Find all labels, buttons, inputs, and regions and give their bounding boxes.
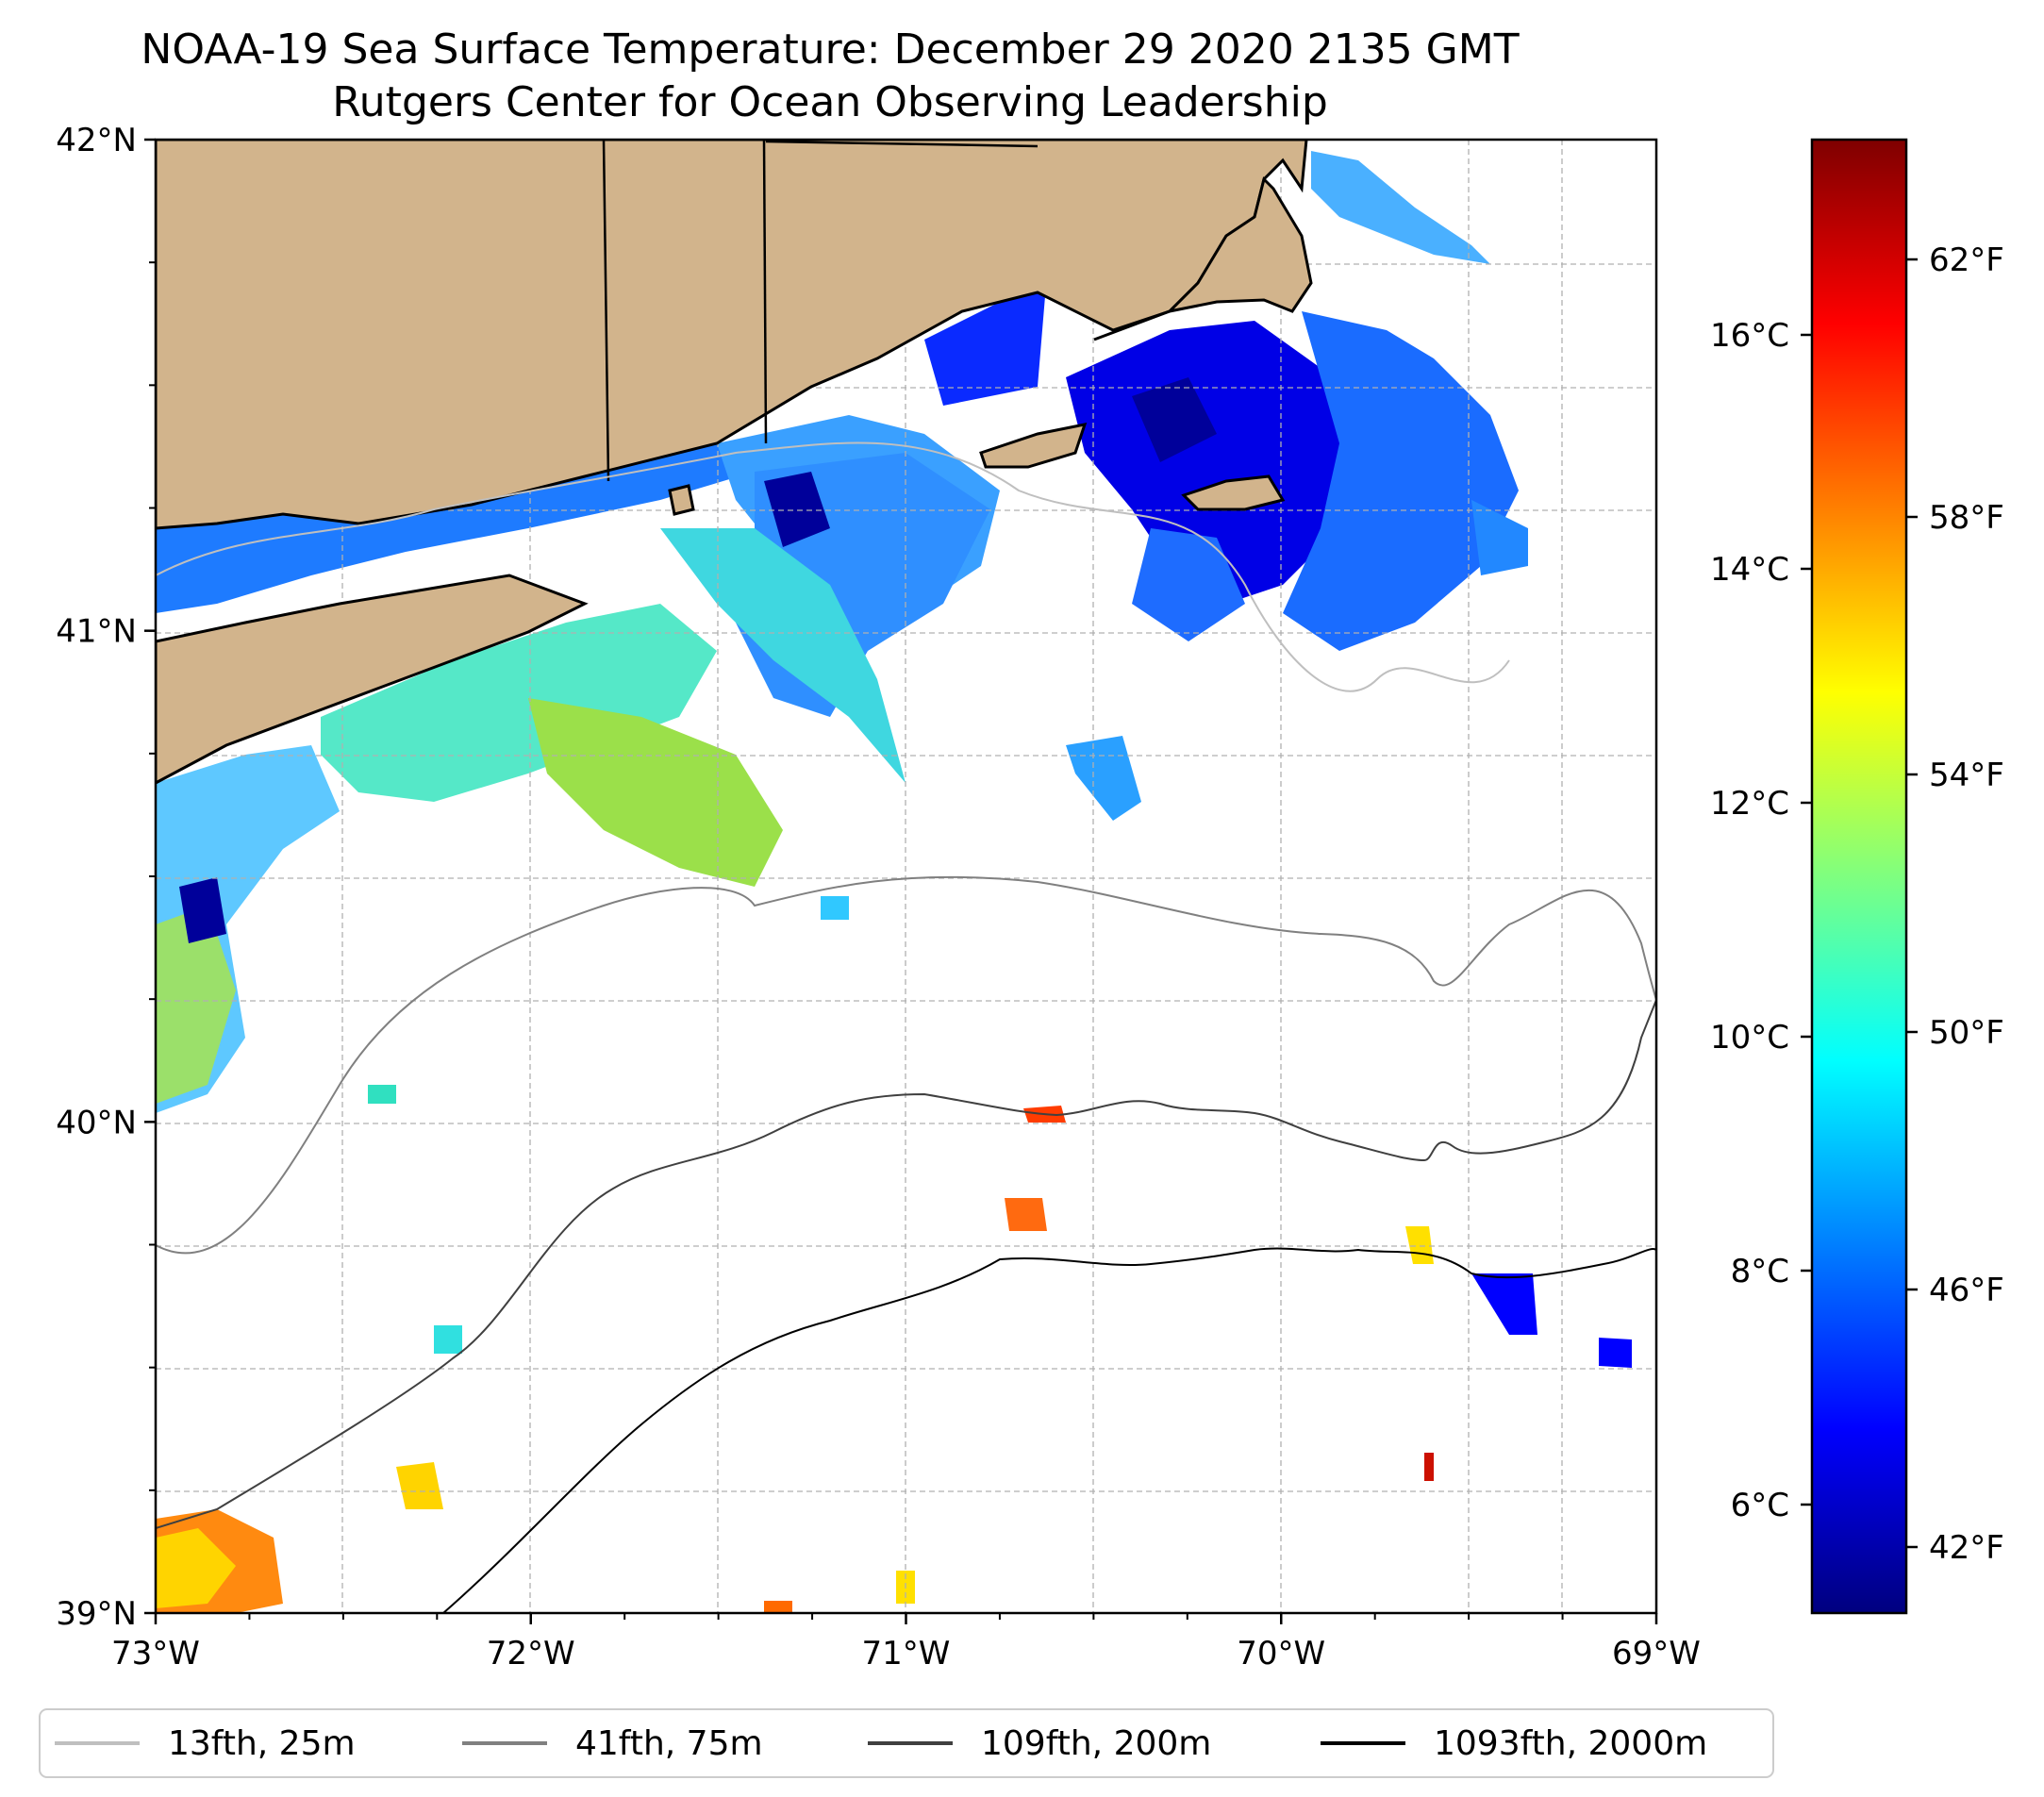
colorbar-celsius-labels: 16°C 14°C 12°C 10°C 8°C 6°C xyxy=(1710,317,1812,1524)
legend-label: 1093fth, 2000m xyxy=(1434,1724,1707,1763)
colorbar-f-label: 62°F xyxy=(1929,241,2004,279)
sst-patch-orange-1 xyxy=(764,1601,792,1613)
contour-legend: 13fth, 25m 41fth, 75m 109fth, 200m 1093fth,… xyxy=(39,1708,1774,1778)
land-cape-cod xyxy=(1093,176,1313,341)
state-borders xyxy=(602,139,1039,482)
x-tick-label: 72°W xyxy=(487,1635,575,1672)
colorbar-f-label: 46°F xyxy=(1929,1272,2004,1309)
contour-25m xyxy=(156,441,1510,692)
legend-label: 109fth, 200m xyxy=(981,1724,1211,1763)
colorbar-c-label: 14°C xyxy=(1710,551,1789,589)
legend-label: 41fth, 75m xyxy=(575,1724,763,1763)
border-ct-ri xyxy=(762,139,768,444)
sst-patch-dark-1 xyxy=(764,472,830,547)
colorbar-c-label: 16°C xyxy=(1710,317,1789,355)
sst-patch-nj-green xyxy=(156,906,236,1104)
sst-patch-cyan-1 xyxy=(434,1325,462,1354)
x-axis-ticks: 73°W 72°W 71°W 70°W 69°W xyxy=(111,1613,1701,1672)
y-tick-label: 41°N xyxy=(56,613,137,651)
sst-patch-offshore-green xyxy=(528,698,783,887)
y-tick-label: 39°N xyxy=(56,1595,137,1633)
colorbar-fahrenheit-labels: 62°F 58°F 54°F 50°F 46°F 42°F xyxy=(1906,241,2004,1567)
border-ny-ct xyxy=(602,139,610,482)
land-block-island xyxy=(668,484,695,516)
sst-patch-red-1 xyxy=(1424,1453,1434,1481)
y-tick-label: 40°N xyxy=(56,1104,137,1141)
contour-200m xyxy=(156,999,1656,1529)
x-tick-label: 69°W xyxy=(1612,1635,1701,1672)
land-martha-vineyard xyxy=(979,423,1088,469)
sst-patch-li-sound xyxy=(156,443,755,613)
border-ma-ri xyxy=(765,140,1039,148)
land-new-england xyxy=(156,140,1308,530)
sst-patch-dark-2 xyxy=(1132,377,1217,462)
map-plot: 73°W 72°W 71°W 70°W 69°W 42°N 41°N 40°N 39°N xyxy=(56,122,1701,1672)
colorbar: 16°C 14°C 12°C 10°C 8°C 6°C 62°F 58°F 54°F 50°F 4… xyxy=(1710,138,2004,1615)
sst-patch-south-li xyxy=(321,604,717,802)
land xyxy=(156,140,1313,785)
sst-patch-warm-2 xyxy=(1005,1198,1047,1231)
colorbar-f-label: 54°F xyxy=(1929,757,2004,794)
bathymetry-contours xyxy=(156,441,1656,1613)
sst-patch-cape-ann-stripe xyxy=(660,528,906,783)
sst-patch-georges-blue xyxy=(1283,311,1519,651)
x-tick-label: 70°W xyxy=(1237,1635,1325,1672)
colorbar-f-label: 42°F xyxy=(1929,1529,2004,1567)
legend-label: 13fth, 25m xyxy=(168,1724,356,1763)
colorbar-c-label: 8°C xyxy=(1731,1253,1789,1290)
land-long-island xyxy=(156,574,589,785)
sst-patch-yellow-2 xyxy=(396,1462,443,1509)
sst-patch-ne-blue xyxy=(1471,500,1528,575)
sst-patch-blue-1 xyxy=(1471,1273,1537,1335)
colorbar-c-label: 10°C xyxy=(1710,1019,1789,1057)
land-nantucket xyxy=(1181,474,1286,511)
sst-patch-cyan-3 xyxy=(821,896,849,920)
colorbar-gradient xyxy=(1810,138,1908,1615)
contour-2000m xyxy=(442,1247,1656,1613)
colorbar-f-label: 58°F xyxy=(1929,499,2004,537)
map-title: NOAA-19 Sea Surface Temperature: Decembe… xyxy=(141,25,1520,74)
sst-patch-gulf-maine xyxy=(1311,151,1509,283)
sst-patch-cyan-2 xyxy=(368,1085,396,1104)
x-tick-label: 71°W xyxy=(862,1635,951,1672)
sst-patch-blue-2 xyxy=(1599,1338,1632,1368)
colorbar-c-label: 12°C xyxy=(1710,785,1789,823)
sst-patch-dark-3 xyxy=(179,877,226,943)
sst-patch-buzzards xyxy=(924,274,1047,406)
sst-patch-nantucket-sound xyxy=(1066,321,1358,604)
y-tick-label: 42°N xyxy=(56,122,137,159)
y-axis-ticks: 42°N 41°N 40°N 39°N xyxy=(56,122,156,1633)
sst-patch-mid-blue xyxy=(1066,736,1141,821)
legend-items: 13fth, 25m 41fth, 75m 109fth, 200m 1093fth,… xyxy=(55,1724,1707,1763)
sst-patch-sw-yellow xyxy=(156,1528,236,1608)
colorbar-c-label: 6°C xyxy=(1731,1487,1789,1524)
x-tick-label: 73°W xyxy=(111,1635,200,1672)
colorbar-f-label: 50°F xyxy=(1929,1014,2004,1052)
map-subtitle: Rutgers Center for Ocean Observing Leade… xyxy=(332,78,1328,126)
sst-patch-ll-blue xyxy=(1132,528,1245,641)
contour-75m xyxy=(156,875,1656,1255)
